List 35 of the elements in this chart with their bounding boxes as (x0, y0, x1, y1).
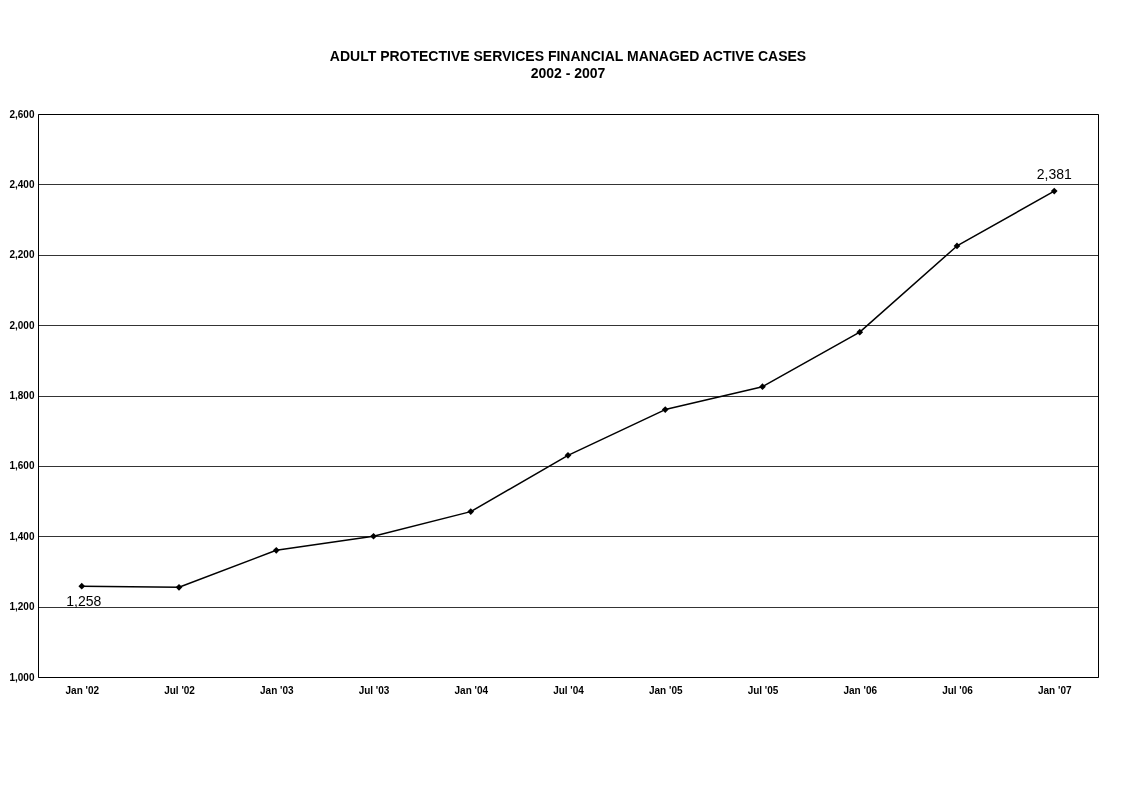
x-tick-label: Jan '04 (454, 684, 489, 696)
chart-title: ADULT PROTECTIVE SERVICES FINANCIAL MANAGED ACTIVE CASES (329, 48, 807, 64)
y-tick-label: 1,600 (9, 460, 35, 472)
point (1050, 187, 1058, 195)
data-label: 1,258 (66, 593, 102, 610)
x-tick-label: Jan '07 (1037, 684, 1072, 696)
point (856, 328, 864, 336)
y-tick-label: 2,600 (9, 108, 35, 120)
x-tick-label: Jan '06 (843, 684, 878, 696)
data-label: 2,381 (1036, 166, 1072, 183)
y-tick-label: 1,200 (9, 601, 35, 613)
x-tick-label: Jul '03 (358, 684, 390, 696)
y-tick-label: 2,400 (9, 178, 35, 190)
x-tick-label: Jul '05 (747, 684, 779, 696)
x-tick-label: Jul '04 (553, 684, 585, 696)
y-tick-label: 2,200 (9, 249, 35, 261)
x-tick-label: Jan '03 (260, 684, 294, 696)
x-tick-label: Jul '06 (942, 684, 974, 696)
x-tick-label: Jan '02 (65, 684, 100, 696)
point (953, 242, 961, 250)
chart-subtitle: 2002 - 2007 (530, 65, 606, 81)
y-tick-label: 2,000 (9, 319, 35, 331)
y-tick-label: 1,000 (9, 671, 35, 683)
point (175, 583, 183, 591)
point (370, 532, 377, 540)
x-tick-label: Jan '05 (648, 684, 683, 696)
point (661, 406, 669, 413)
point (272, 546, 280, 554)
point (78, 582, 86, 590)
y-tick-label: 1,400 (9, 530, 35, 542)
x-tick-label: Jul '02 (164, 684, 196, 696)
point (759, 383, 766, 391)
point (467, 508, 475, 515)
y-tick-label: 1,800 (9, 390, 35, 401)
point (564, 451, 572, 459)
